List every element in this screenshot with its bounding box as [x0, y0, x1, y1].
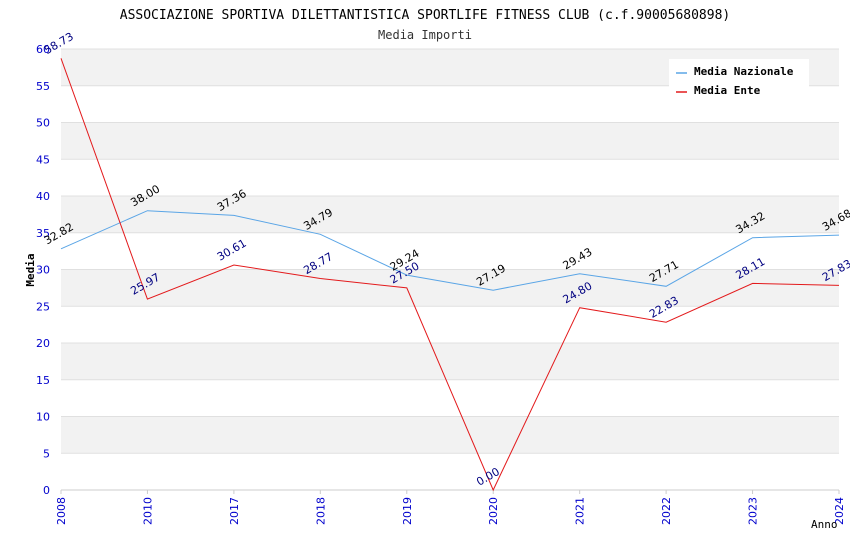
- grid-band: [61, 269, 839, 307]
- y-axis-ticks: 0 5 10 15 20 25 30 35 40 45 50 55 60: [36, 43, 50, 497]
- x-tick-label: 2022: [660, 497, 673, 525]
- y-tick-label: 25: [36, 300, 50, 313]
- x-tick-label: 2010: [141, 497, 154, 525]
- legend: Media Nazionale Media Ente: [669, 59, 809, 100]
- x-tick-label: 2020: [487, 497, 500, 525]
- legend-label-media-nazionale: Media Nazionale: [694, 65, 794, 78]
- data-label-media-ente: 30.61: [215, 237, 249, 264]
- data-label-media-nazionale: 32.82: [42, 220, 76, 247]
- y-tick-label: 35: [36, 227, 50, 240]
- y-tick-label: 50: [36, 117, 50, 130]
- grid-band: [61, 196, 839, 233]
- x-tick-label: 2017: [228, 497, 241, 525]
- x-tick-label: 2008: [55, 497, 68, 525]
- x-tick-label: 2019: [401, 497, 414, 525]
- x-tick-label: 2021: [574, 497, 587, 525]
- x-tick-label: 2024: [833, 497, 846, 525]
- x-axis-label: Anno: [811, 518, 838, 531]
- grid-band: [61, 416, 839, 454]
- y-tick-label: 45: [36, 153, 50, 166]
- y-axis-label: Media: [24, 253, 37, 286]
- grid-bands: [61, 49, 839, 454]
- legend-box: [669, 59, 809, 100]
- y-tick-label: 5: [43, 447, 50, 460]
- x-axis-ticks: 2008 2010 2017 2018 2019 2020 2021 2022 2023 2024: [55, 490, 846, 525]
- y-tick-label: 40: [36, 190, 50, 203]
- y-tick-label: 15: [36, 374, 50, 387]
- y-tick-label: 30: [36, 264, 50, 277]
- y-tick-label: 60: [36, 43, 50, 56]
- y-tick-label: 20: [36, 337, 50, 350]
- chart-subtitle: Media Importi: [378, 28, 472, 42]
- y-tick-label: 0: [43, 484, 50, 497]
- y-tick-label: 10: [36, 411, 50, 424]
- x-tick-label: 2023: [747, 497, 760, 525]
- y-tick-label: 55: [36, 80, 50, 93]
- grid-band: [61, 122, 839, 160]
- chart-title: ASSOCIAZIONE SPORTIVA DILETTANTISTICA SP…: [120, 8, 730, 23]
- data-label-media-nazionale: 29.43: [561, 245, 595, 272]
- grid-lines: [61, 48, 839, 491]
- x-tick-label: 2018: [314, 497, 327, 525]
- series-lines: [60, 58, 840, 492]
- data-label-media-ente: 0.00: [474, 465, 502, 489]
- legend-label-media-ente: Media Ente: [694, 84, 761, 97]
- series-line-media-nazionale: [60, 210, 840, 291]
- grid-band: [61, 343, 839, 380]
- series-line-media-ente: [60, 58, 840, 492]
